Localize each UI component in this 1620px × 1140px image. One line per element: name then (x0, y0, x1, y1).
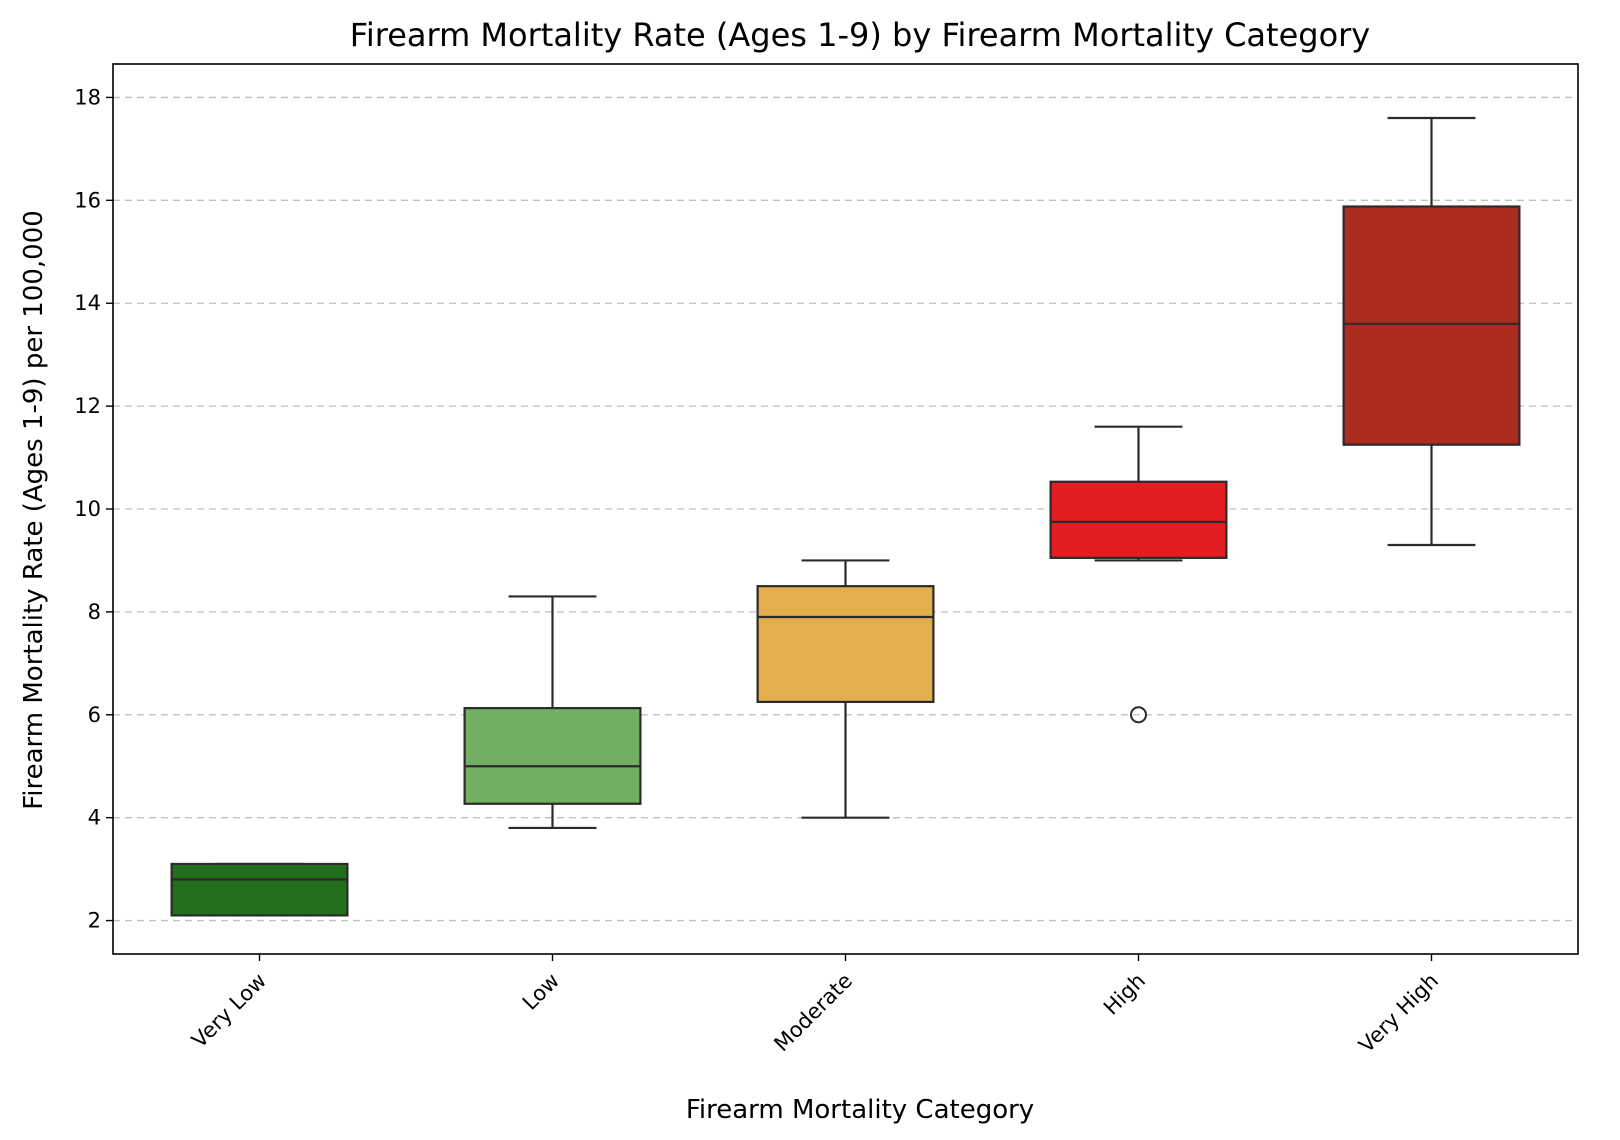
x-tick-label: High (1099, 969, 1150, 1020)
y-tick-label: 6 (88, 703, 101, 727)
x-tick-label: Low (518, 969, 564, 1015)
y-tick-label: 2 (88, 909, 101, 933)
y-axis: 2 4 6 8 10 12 14 16 18 (74, 85, 113, 933)
iqr-box (1342, 205, 1521, 446)
box-moderate (756, 559, 935, 819)
y-tick-label: 8 (88, 600, 101, 624)
iqr-box (1049, 480, 1228, 559)
iqr-box (170, 862, 349, 917)
y-tick-label: 10 (74, 497, 101, 521)
y-axis-label: Firearm Mortality Rate (Ages 1-9) per 10… (19, 210, 49, 810)
iqr-box (756, 585, 935, 704)
box-high (1049, 425, 1228, 724)
y-tick-label: 16 (74, 188, 101, 212)
x-tick-label: Moderate (769, 969, 857, 1057)
iqr-box (463, 706, 642, 805)
x-tick-label: Very High (1354, 969, 1443, 1058)
x-axis: Very Low Low Moderate High Very High (187, 954, 1443, 1057)
x-axis-label: Firearm Mortality Category (686, 1095, 1034, 1125)
boxes-group (170, 116, 1521, 917)
y-tick-label: 4 (88, 806, 101, 830)
outlier-point (1130, 706, 1147, 724)
box-very-high (1342, 116, 1521, 547)
y-tick-label: 14 (74, 291, 101, 315)
y-tick-label: 18 (74, 85, 101, 109)
box-very-low (170, 862, 349, 917)
x-tick-label: Very Low (187, 969, 271, 1053)
box-low (463, 595, 642, 830)
y-tick-label: 12 (74, 394, 101, 418)
chart-title: Firearm Mortality Rate (Ages 1-9) by Fir… (350, 16, 1370, 54)
